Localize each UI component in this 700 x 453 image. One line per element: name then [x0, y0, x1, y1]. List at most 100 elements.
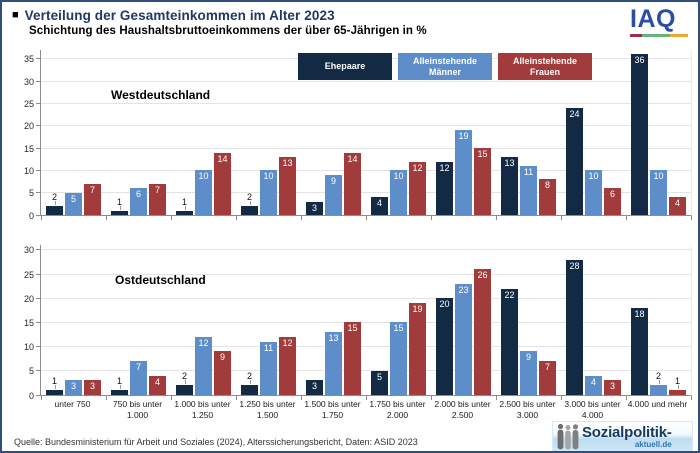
bar-value-label: 11 — [263, 342, 274, 353]
bar: 1 — [111, 376, 128, 395]
bar-value-label: 6 — [135, 189, 141, 200]
grid-line — [41, 273, 691, 275]
bar-value-label: 3 — [609, 381, 615, 392]
bar: 10 — [260, 170, 277, 215]
sozialpolitik-logo-subtext: aktuell.de — [634, 439, 672, 449]
bar-group: 2 12 9 — [171, 245, 236, 395]
x-axis-category-label: 2.000 bis unter 2.500 — [434, 399, 491, 421]
bar-value-label: 23 — [458, 284, 469, 295]
label-leader-line — [658, 380, 660, 385]
bar: 13 — [501, 157, 518, 215]
page-subtitle: Schichtung des Haushaltsbruttoeinkommens… — [29, 25, 427, 37]
grid-line — [41, 80, 691, 82]
title-block: ■ Verteilung der Gesamteinkommen im Alte… — [12, 8, 427, 37]
x-axis-tick — [365, 216, 367, 220]
legend-item-ehepaare: Ehepaare — [298, 53, 392, 80]
bar-value-label: 10 — [393, 171, 404, 182]
bar: 3 — [306, 201, 323, 215]
x-axis-category-label: 2.500 bis unter 3.000 — [499, 399, 556, 421]
label-leader-line — [249, 380, 251, 385]
y-axis-tick — [36, 58, 41, 60]
x-axis-tick — [40, 396, 42, 400]
y-axis-tick-label: 5 — [28, 366, 34, 377]
bar-group: 18 2 1 — [626, 245, 691, 395]
bar: 28 — [566, 259, 583, 395]
label-leader-line — [54, 385, 56, 390]
bar: 9 — [214, 351, 231, 395]
bar-value-label: 15 — [347, 323, 358, 334]
bar: 13 — [279, 157, 296, 215]
bar-group: 5 15 19 — [366, 245, 431, 395]
chart-ostdeutschland: 0 5 10 15 20 25 30 Ostdeutschland 1 3 3 1 7 4 2 12 9 2 11 1… — [24, 245, 692, 401]
bar-value-label: 18 — [634, 308, 645, 319]
iaq-logo: IAQ — [630, 7, 688, 37]
bar: 12 — [409, 161, 426, 215]
grid-line — [41, 249, 691, 251]
bar: 2 — [241, 371, 258, 395]
bar-value-label: 10 — [653, 171, 664, 182]
bar: 4 — [585, 375, 602, 395]
y-axis-tick — [36, 273, 41, 275]
grid-line — [41, 125, 691, 127]
panel-label: Westdeutschland — [111, 88, 211, 102]
bar: 7 — [84, 183, 101, 215]
y-axis-tick — [36, 192, 41, 194]
bar: 10 — [195, 170, 212, 215]
header: ■ Verteilung der Gesamteinkommen im Alte… — [12, 7, 692, 37]
bar-value-label: 1 — [181, 196, 187, 207]
bar: 3 — [65, 380, 82, 395]
bar-value-label: 8 — [544, 180, 550, 191]
bar-value-label: 36 — [634, 55, 645, 66]
bar-value-label: 2 — [246, 371, 252, 382]
bar: 2 — [176, 371, 193, 395]
bar: 7 — [130, 361, 147, 395]
bar: 8 — [539, 179, 556, 215]
y-axis-tick-label: 20 — [23, 293, 34, 304]
y-axis-tick — [36, 321, 41, 323]
bar-value-label: 2 — [51, 192, 57, 203]
bar: 14 — [214, 152, 231, 215]
x-axis-category-label: 1.000 bis unter 1.250 — [174, 399, 231, 421]
grid-line — [41, 297, 691, 299]
bar-value-label: 15 — [477, 149, 488, 160]
bar: 23 — [455, 283, 472, 395]
x-axis-tick — [235, 216, 237, 220]
x-axis-tick — [495, 216, 497, 220]
bar: 1 — [46, 376, 63, 395]
x-axis-category-label: 1.500 bis unter 1.750 — [304, 399, 361, 421]
y-axis-tick — [36, 394, 41, 396]
label-leader-line — [677, 385, 679, 390]
bar: 22 — [501, 288, 518, 395]
bar-value-label: 10 — [263, 171, 274, 182]
grid-line — [41, 346, 691, 348]
bar: 1 — [669, 376, 686, 395]
x-axis-category-labels: unter 750 750 bis unter 1.000 1.000 bis un… — [40, 399, 690, 421]
grid-line — [41, 370, 691, 372]
y-axis-tick-label: 5 — [28, 188, 34, 199]
bar: 19 — [409, 303, 426, 395]
y-axis-tick — [36, 103, 41, 105]
y-axis-tick — [36, 297, 41, 299]
bar: 9 — [325, 174, 342, 215]
x-axis-tick — [105, 396, 107, 400]
bar-value-label: 4 — [376, 198, 382, 209]
bar-value-label: 14 — [347, 153, 358, 164]
x-axis-category-label: 4.000 und mehr — [627, 399, 688, 409]
bar-value-label: 10 — [588, 171, 599, 182]
bar-value-label: 22 — [504, 289, 515, 300]
y-axis-tick-label: 25 — [23, 99, 34, 110]
y-axis-tick — [36, 249, 41, 251]
title-bullet-icon: ■ — [12, 9, 19, 21]
bar-value-label: 9 — [330, 175, 336, 186]
iaq-logo-underline — [630, 33, 688, 37]
y-axis-tick-label: 10 — [23, 342, 34, 353]
source-note: Quelle: Bundesministerium für Arbeit und… — [14, 437, 418, 447]
x-axis-tick — [690, 396, 692, 400]
bar-group: 4 10 12 — [366, 50, 431, 215]
bar-group: 2 10 13 — [236, 50, 301, 215]
bar: 24 — [566, 107, 583, 215]
bar-value-label: 2 — [181, 371, 187, 382]
grid-line — [41, 321, 691, 323]
bar-value-label: 4 — [674, 198, 680, 209]
